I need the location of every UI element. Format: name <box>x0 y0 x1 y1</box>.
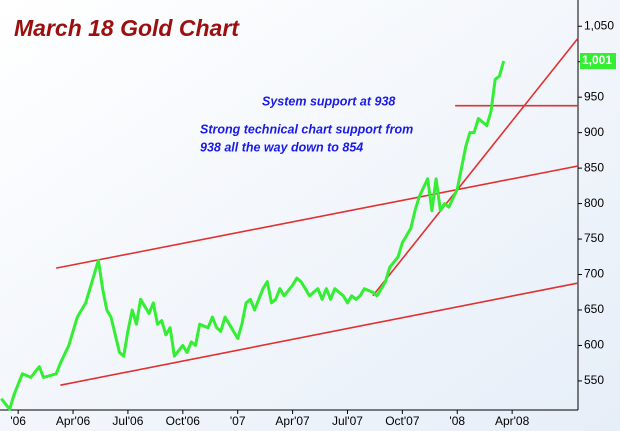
y-tick-label: 800 <box>584 196 604 210</box>
last-price-label: 1,001 <box>582 53 612 67</box>
x-tick-label: Apr'08 <box>495 414 530 428</box>
trendline <box>55 165 579 269</box>
y-tick-label: 700 <box>584 267 604 281</box>
x-tick-label: Oct'07 <box>385 414 420 428</box>
last-price-box <box>580 53 616 70</box>
annotation: System support at 938 <box>262 94 395 108</box>
y-tick-label: 600 <box>584 338 604 352</box>
x-tick-label: Apr'06 <box>56 414 91 428</box>
trendline <box>60 282 579 386</box>
y-tick-label: 850 <box>584 160 604 174</box>
y-tick-label: 900 <box>584 125 604 139</box>
y-tick-label: 1,050 <box>584 18 614 32</box>
x-tick-label: Apr'07 <box>275 414 310 428</box>
x-tick-label: '06 <box>10 414 26 428</box>
x-tick-label: Jul'06 <box>112 414 143 428</box>
x-tick-label: Oct'06 <box>166 414 201 428</box>
x-tick-label: '08 <box>449 414 465 428</box>
x-tick-label: '07 <box>230 414 246 428</box>
y-tick-label: 950 <box>584 89 604 103</box>
y-tick-label: 750 <box>584 231 604 245</box>
y-tick-label: 650 <box>584 302 604 316</box>
chart-title: March 18 Gold Chart <box>14 15 240 41</box>
y-tick-label: 550 <box>584 373 604 387</box>
trendline <box>372 37 579 297</box>
price-line <box>0 60 506 411</box>
annotation: 938 all the way down to 854 <box>200 140 363 154</box>
annotation: Strong technical chart support from <box>200 122 413 136</box>
x-tick-label: Jul'07 <box>332 414 363 428</box>
